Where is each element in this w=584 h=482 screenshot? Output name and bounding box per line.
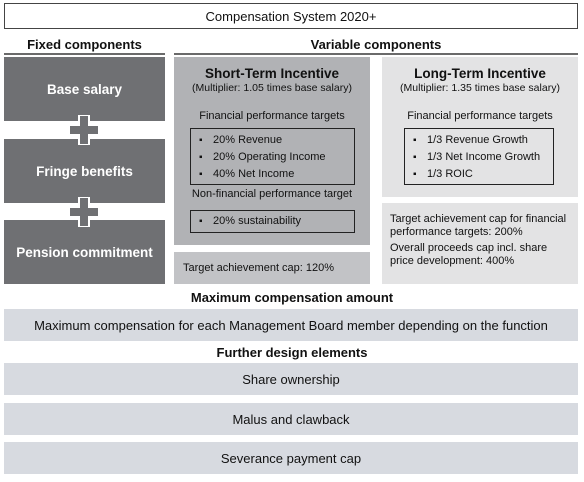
lti-financial-targets: 1/3 Revenue Growth 1/3 Net Income Growth… — [404, 128, 554, 185]
pension-commitment-box: Pension commitment — [4, 220, 165, 284]
sti-title: Short-Term Incentive — [204, 66, 340, 81]
base-salary-box: Base salary — [4, 57, 165, 121]
share-ownership-bar: Share ownership — [4, 363, 578, 395]
plus-icon — [69, 115, 99, 145]
sti-cap: Target achievement cap: 120% — [174, 252, 370, 284]
variable-heading-rule — [174, 53, 578, 55]
lti-cap: Target achievement cap for financial per… — [382, 203, 578, 284]
sti-nonfinancial-targets: 20% sustainability — [190, 210, 355, 233]
short-term-incentive-panel: Short-Term Incentive (Multiplier: 1.05 t… — [174, 57, 370, 245]
maximum-compensation-bar: Maximum compensation for each Management… — [4, 309, 578, 341]
list-item: 1/3 ROIC — [405, 166, 553, 183]
lti-cap-overall: Overall proceeds cap incl. share price d… — [390, 242, 548, 267]
severance-cap-bar: Severance payment cap — [4, 442, 578, 474]
fixed-heading-rule — [4, 53, 165, 55]
fixed-components-heading: Fixed components — [27, 37, 142, 52]
further-design-heading: Further design elements — [216, 345, 368, 360]
list-item: 20% sustainability — [191, 213, 354, 230]
sti-nonfinancial-heading: Non-financial performance target — [191, 188, 353, 200]
fringe-benefits-box: Fringe benefits — [4, 139, 165, 203]
lti-title: Long-Term Incentive — [414, 66, 546, 81]
sti-multiplier: (Multiplier: 1.05 times base salary) — [192, 82, 352, 94]
diagram-title: Compensation System 2020+ — [4, 3, 578, 29]
variable-components-heading: Variable components — [310, 37, 442, 52]
list-item: 20% Revenue — [191, 132, 354, 149]
list-item: 1/3 Revenue Growth — [405, 132, 553, 149]
lti-financial-heading: Financial performance targets — [407, 110, 553, 122]
list-item: 40% Net Income — [191, 166, 354, 183]
sti-financial-targets: 20% Revenue 20% Operating Income 40% Net… — [190, 128, 355, 185]
sti-financial-heading: Financial performance targets — [199, 110, 345, 122]
lti-cap-financial: Target achievement cap for financial per… — [390, 213, 567, 238]
long-term-incentive-panel: Long-Term Incentive (Multiplier: 1.35 ti… — [382, 57, 578, 197]
list-item: 1/3 Net Income Growth — [405, 149, 553, 166]
lti-multiplier: (Multiplier: 1.35 times base salary) — [400, 82, 560, 94]
malus-clawback-bar: Malus and clawback — [4, 403, 578, 435]
maximum-compensation-heading: Maximum compensation amount — [190, 290, 394, 305]
list-item: 20% Operating Income — [191, 149, 354, 166]
plus-icon — [69, 197, 99, 227]
